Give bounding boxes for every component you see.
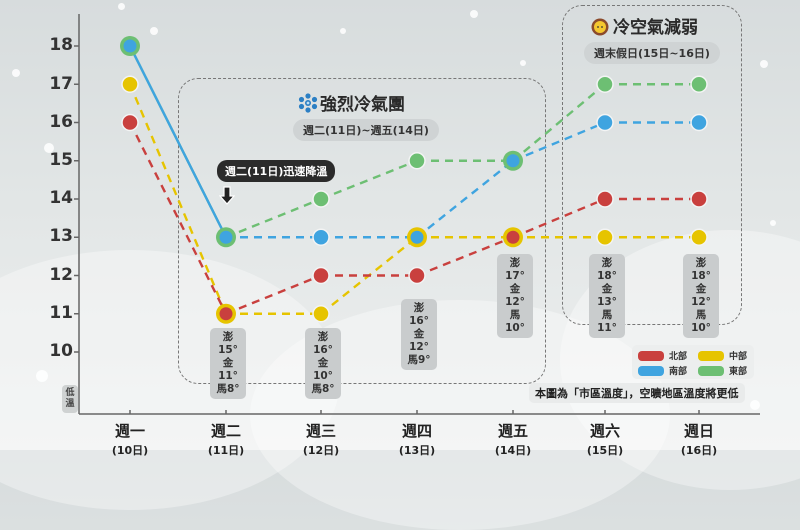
weakening-range: 週末假日(15日~16日) bbox=[584, 42, 720, 64]
legend-item-south: 南部 bbox=[638, 364, 687, 377]
y-tick-label: 12 bbox=[49, 265, 73, 285]
snowflake-dot bbox=[36, 370, 48, 382]
snowflake-dot bbox=[520, 60, 526, 66]
snowflake-dot bbox=[118, 3, 125, 10]
legend-swatch bbox=[638, 350, 664, 361]
series-line-東部 bbox=[512, 83, 606, 162]
data-point-中部 bbox=[690, 228, 708, 246]
legend-item-north: 北部 bbox=[638, 349, 687, 362]
series-line-南部 bbox=[128, 45, 228, 238]
island-temps-wed: 澎16° 金10° 馬8° bbox=[305, 328, 341, 399]
footnote: 本圖為「市區溫度」，空曠地區溫度將更低 bbox=[529, 383, 745, 403]
snowflake-dot bbox=[750, 400, 760, 410]
y-tick-label: 16 bbox=[49, 112, 73, 132]
y-tick-label: 17 bbox=[49, 74, 73, 94]
arrow-down-icon bbox=[219, 186, 235, 205]
data-point-中部 bbox=[596, 228, 614, 246]
data-point-北部 bbox=[506, 230, 520, 244]
weakening-title: 冷空氣減弱 bbox=[591, 13, 698, 38]
island-temps-fri: 澎17° 金12° 馬10° bbox=[497, 254, 533, 338]
cold-airmass-region bbox=[178, 78, 546, 384]
data-point-南部 bbox=[506, 154, 520, 168]
data-point-北部 bbox=[121, 113, 139, 132]
snowflake-dot bbox=[44, 143, 54, 153]
data-point-南部 bbox=[410, 230, 424, 244]
legend: 北部 中部 南部 東部 bbox=[632, 345, 754, 379]
data-point-南部 bbox=[690, 113, 708, 132]
snowflake-icon bbox=[298, 93, 318, 113]
legend-item-central: 中部 bbox=[698, 349, 747, 362]
series-line-北部 bbox=[225, 274, 322, 315]
weakening-region bbox=[562, 5, 742, 325]
data-point-北部 bbox=[596, 190, 614, 208]
sun-face-icon bbox=[591, 18, 609, 36]
data-point-北部 bbox=[690, 190, 708, 208]
line-chart bbox=[74, 14, 760, 415]
rapid-drop-callout: 週二(11日)迅速降溫 bbox=[217, 160, 336, 182]
y-tick-label: 18 bbox=[49, 35, 73, 55]
snowflake-dot bbox=[150, 27, 158, 35]
data-point-北部 bbox=[219, 307, 233, 321]
legend-swatch bbox=[698, 350, 724, 361]
data-point-東部 bbox=[690, 75, 708, 93]
cold-airmass-title: 強烈冷氣團 bbox=[298, 90, 405, 115]
data-point-中部 bbox=[312, 305, 330, 323]
x-label-sat: 週六 (15日) bbox=[586, 422, 624, 457]
island-temps-sat: 澎18° 金13° 馬11° bbox=[589, 254, 625, 338]
x-label-mon: 週一 (10日) bbox=[111, 422, 149, 457]
legend-item-east: 東部 bbox=[698, 364, 747, 377]
x-label-thu: 週四 (13日) bbox=[398, 422, 436, 457]
island-temps-sun: 澎18° 金12° 馬10° bbox=[683, 254, 719, 338]
legend-swatch bbox=[638, 365, 664, 376]
island-temps-thu: 澎16° 金12° 馬9° bbox=[401, 299, 437, 370]
cold-airmass-range: 週二(11日)~週五(14日) bbox=[293, 119, 439, 141]
data-point-東部 bbox=[408, 152, 426, 170]
series-line-北部 bbox=[128, 121, 228, 315]
data-point-南部 bbox=[123, 39, 137, 53]
data-point-北部 bbox=[312, 266, 330, 285]
series-line-中部 bbox=[128, 83, 228, 315]
y-tick-label: 14 bbox=[49, 188, 73, 208]
series-line-北部 bbox=[512, 197, 606, 239]
y-tick-label: 13 bbox=[49, 226, 73, 246]
y-tick-label: 15 bbox=[49, 150, 73, 170]
snowflake-dot bbox=[12, 69, 20, 77]
y-tick-label: 11 bbox=[49, 303, 73, 323]
data-point-北部 bbox=[408, 266, 426, 285]
data-point-東部 bbox=[312, 190, 330, 208]
data-point-南部 bbox=[312, 228, 330, 246]
x-label-tue: 週二 (11日) bbox=[207, 422, 245, 457]
series-line-南部 bbox=[416, 159, 514, 239]
y-axis-title: 低溫 bbox=[62, 385, 78, 413]
data-point-南部 bbox=[596, 113, 614, 132]
snowflake-dot bbox=[760, 60, 768, 68]
snowflake-dot bbox=[340, 28, 346, 34]
legend-swatch bbox=[698, 365, 724, 376]
series-line-北部 bbox=[416, 236, 514, 277]
data-point-中部 bbox=[121, 75, 139, 93]
series-line-東部 bbox=[225, 197, 322, 239]
x-label-fri: 週五 (14日) bbox=[494, 422, 532, 457]
series-line-南部 bbox=[512, 121, 606, 162]
y-tick-label: 10 bbox=[49, 341, 73, 361]
data-point-南部 bbox=[219, 230, 233, 244]
series-line-東部 bbox=[320, 159, 418, 201]
snowflake-dot bbox=[470, 10, 478, 18]
x-label-sun: 週日 (16日) bbox=[680, 422, 718, 457]
island-temps-tue: 澎15° 金11° 馬8° bbox=[210, 328, 246, 399]
x-label-wed: 週三 (12日) bbox=[302, 422, 340, 457]
data-point-東部 bbox=[596, 75, 614, 93]
snowflake-dot bbox=[770, 220, 776, 226]
